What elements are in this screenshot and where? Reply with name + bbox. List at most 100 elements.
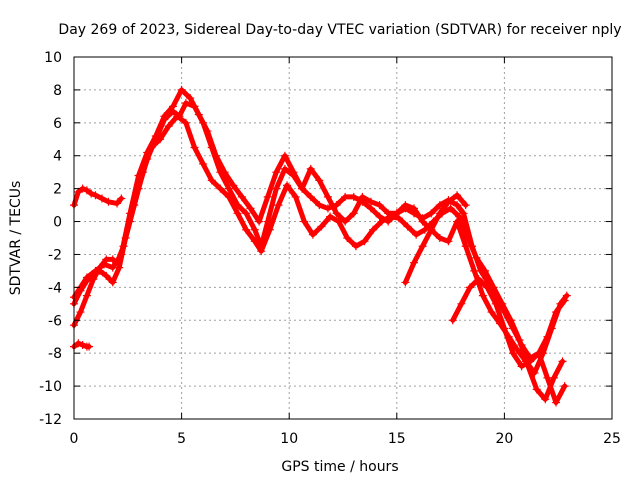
- data-point: [453, 217, 462, 226]
- data-point: [168, 102, 177, 111]
- data-point: [459, 209, 468, 218]
- data-point: [453, 201, 462, 210]
- data-point: [300, 217, 309, 226]
- data-series: [70, 85, 571, 407]
- data-point: [113, 199, 122, 208]
- data-point: [229, 181, 238, 190]
- data-point: [246, 204, 255, 213]
- y-tick-label: -8: [48, 346, 62, 362]
- data-point: [444, 197, 453, 206]
- data-point: [560, 382, 569, 391]
- y-tick-label: 6: [53, 116, 62, 132]
- data-point: [82, 291, 91, 300]
- data-point: [82, 273, 91, 282]
- data-point: [134, 171, 143, 180]
- data-point: [351, 242, 360, 251]
- data-point: [401, 278, 410, 287]
- data-point: [448, 316, 457, 325]
- data-point: [491, 299, 500, 308]
- series-track-7: [448, 275, 569, 407]
- y-tick-label: -12: [39, 412, 62, 428]
- data-point: [435, 201, 444, 210]
- y-axis-label: SDTVAR / TECUs: [8, 181, 24, 296]
- data-point: [181, 118, 190, 127]
- data-point: [250, 237, 259, 246]
- data-point: [552, 398, 561, 407]
- data-point: [108, 263, 117, 272]
- data-point: [375, 201, 384, 210]
- series-track-1: [70, 184, 126, 210]
- data-point: [343, 234, 352, 242]
- data-point: [76, 308, 85, 317]
- data-point: [212, 151, 221, 160]
- y-tick-label: -2: [48, 247, 62, 263]
- x-tick-label: 25: [603, 431, 621, 447]
- data-point: [323, 192, 332, 201]
- data-point: [250, 225, 259, 234]
- data-point: [74, 339, 83, 348]
- data-point: [237, 192, 246, 201]
- data-point: [541, 395, 550, 404]
- data-point: [500, 324, 509, 333]
- data-point: [91, 266, 100, 275]
- data-point: [280, 151, 289, 160]
- series-line: [402, 192, 469, 285]
- data-point: [427, 209, 436, 218]
- data-point: [472, 253, 481, 262]
- data-point: [224, 184, 233, 193]
- data-point: [181, 99, 190, 108]
- data-point: [125, 209, 134, 218]
- data-point: [427, 225, 436, 234]
- data-point: [224, 192, 233, 201]
- data-point: [394, 214, 403, 223]
- data-point: [85, 342, 94, 351]
- y-tick-label: -6: [48, 313, 62, 329]
- data-point: [410, 204, 419, 213]
- data-point: [326, 212, 335, 221]
- data-point: [455, 212, 464, 221]
- data-point: [369, 225, 378, 234]
- data-point: [265, 225, 274, 234]
- data-point: [556, 299, 565, 308]
- data-point: [532, 385, 541, 394]
- data-point: [108, 278, 117, 287]
- data-point: [82, 186, 91, 195]
- data-point: [384, 209, 393, 218]
- data-point: [366, 197, 375, 206]
- data-point: [274, 201, 283, 210]
- data-point: [530, 368, 539, 377]
- y-tick-label: -10: [39, 379, 62, 395]
- data-point: [177, 85, 186, 94]
- data-point: [487, 308, 496, 317]
- y-tick-label: -4: [48, 280, 62, 296]
- data-point: [203, 127, 212, 136]
- data-point: [74, 187, 83, 196]
- data-point: [513, 345, 522, 354]
- data-point: [100, 260, 109, 269]
- data-point: [306, 164, 315, 173]
- y-tick-label: 0: [53, 215, 62, 231]
- data-point: [283, 181, 292, 190]
- data-point: [515, 336, 524, 345]
- data-point: [453, 191, 462, 200]
- data-point: [257, 247, 266, 256]
- data-point: [444, 237, 453, 246]
- data-point: [308, 230, 317, 239]
- data-point: [403, 222, 412, 231]
- axis-ticks: [73, 56, 613, 420]
- data-point: [102, 271, 111, 280]
- data-point: [526, 357, 535, 366]
- data-point: [315, 176, 324, 185]
- data-point: [358, 192, 367, 201]
- data-point: [272, 168, 281, 177]
- data-point: [470, 266, 479, 275]
- data-point: [418, 242, 427, 251]
- x-tick-label: 20: [495, 431, 513, 447]
- data-point: [143, 148, 152, 157]
- chart-title: Day 269 of 2023, Sidereal Day-to-day VTE…: [58, 22, 621, 38]
- x-tick-label: 0: [70, 431, 79, 447]
- x-tick-label: 10: [280, 431, 298, 447]
- series-line: [450, 276, 568, 405]
- data-point: [164, 122, 173, 131]
- data-point: [418, 217, 427, 226]
